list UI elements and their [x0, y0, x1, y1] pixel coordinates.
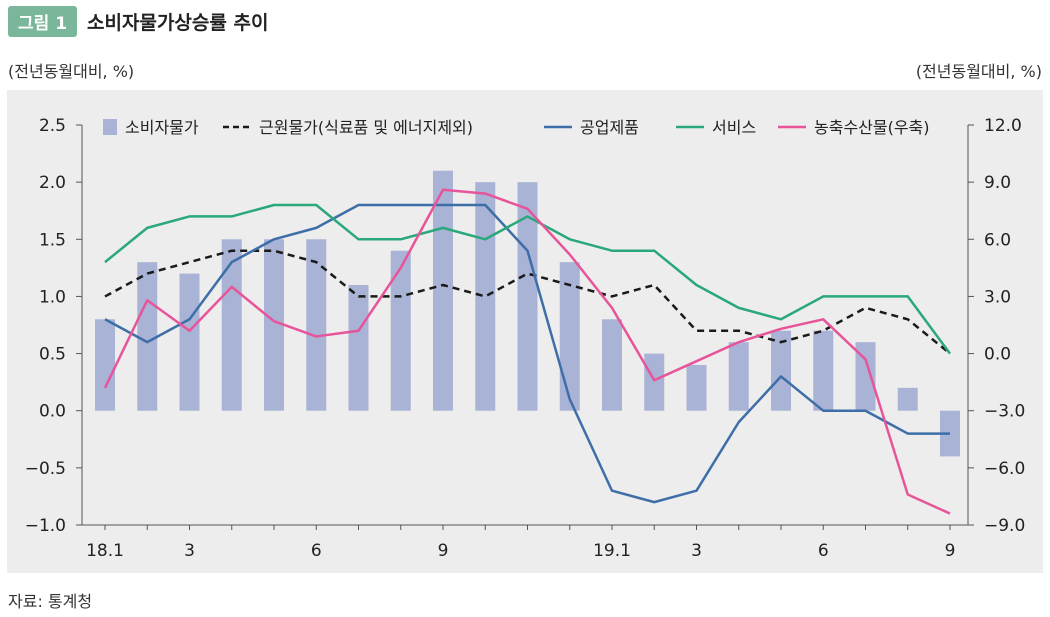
cpi-bar: [95, 319, 115, 411]
industrial-goods-line: [104, 203, 950, 504]
right-tick-label: −6.0: [984, 459, 1025, 479]
right-tick-label: 0.0: [984, 345, 1011, 365]
cpi-bar: [221, 239, 242, 411]
left-tick-label: 2.5: [39, 116, 66, 136]
cpi-bar: [390, 250, 411, 411]
cpi-bar: [517, 182, 538, 411]
right-tick-label: −9.0: [984, 516, 1025, 536]
left-tick-label: −0.5: [25, 459, 66, 479]
x-tick-label: 19.1: [593, 541, 631, 561]
right-tick-label: 6.0: [984, 230, 1011, 250]
x-tick-label: 9: [438, 541, 449, 561]
cpi-bar: [897, 387, 918, 411]
cpi-bar: [306, 239, 327, 411]
cpi-bar: [264, 239, 284, 411]
cpi-bar: [855, 342, 876, 411]
figure-badge: 그림 1: [8, 5, 78, 37]
figure-title: 소비자물가상승률 추이: [87, 11, 269, 34]
cpi-bar: [686, 365, 707, 411]
cpi-bar: [433, 170, 453, 411]
x-tick-label: 3: [691, 541, 702, 561]
core-cpi-line: [104, 249, 951, 355]
left-tick-label: 1.0: [39, 287, 66, 307]
cpi-bar: [348, 285, 369, 411]
figure-header: 그림 1 소비자물가상승률 추이: [8, 5, 269, 37]
cpi-bar: [728, 342, 749, 411]
legend-cpi-label: 소비자물가: [125, 118, 199, 137]
x-tick-label: 6: [311, 541, 322, 561]
cpi-bar: [559, 262, 580, 411]
legend-services-label: 서비스: [712, 118, 756, 137]
services-line: [104, 203, 952, 355]
cpi-bar: [813, 330, 834, 411]
cpi-bar: [602, 319, 622, 411]
source-note: 자료: 통계청: [8, 592, 93, 611]
cpi-bar: [179, 273, 200, 411]
left-tick-label: 0.0: [39, 402, 66, 422]
right-tick-label: 3.0: [984, 287, 1011, 307]
left-tick-label: 2.0: [39, 173, 66, 193]
legend-agri-label: 농축수산물(우축): [814, 118, 930, 137]
left-tick-label: 1.5: [39, 230, 66, 250]
cpi-bar: [771, 330, 791, 411]
x-tick-label: 6: [818, 541, 829, 561]
x-tick-label: 3: [184, 541, 195, 561]
right-tick-label: 9.0: [984, 173, 1011, 193]
x-tick-label: 18.1: [86, 541, 124, 561]
right-tick-label: 12.0: [984, 116, 1022, 136]
left-tick-label: −1.0: [25, 516, 66, 536]
cpi-bar: [644, 353, 665, 411]
right-axis-unit: (전년동월대비, %): [915, 62, 1042, 81]
cpi-bar: [475, 182, 496, 411]
left-tick-label: 0.5: [39, 345, 66, 365]
x-tick-label: 9: [945, 541, 956, 561]
legend-cpi-swatch: [103, 119, 117, 135]
legend-industrial-label: 공업제품: [580, 118, 639, 137]
legend-core-cpi-label: 근원물가(식료품 및 에너지제외): [259, 118, 473, 137]
left-axis-unit: (전년동월대비, %): [8, 62, 135, 81]
right-tick-label: −3.0: [984, 402, 1025, 422]
agri-products-line: [103, 188, 951, 515]
cpi-bar: [137, 262, 158, 411]
